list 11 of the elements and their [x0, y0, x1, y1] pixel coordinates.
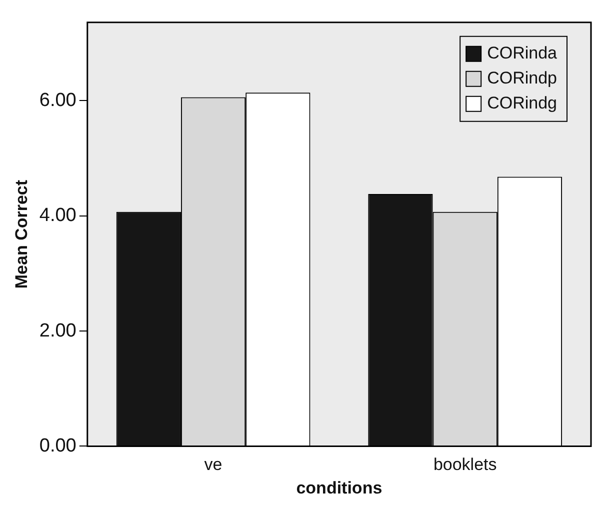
x-axis-title: conditions: [296, 478, 382, 498]
x-tick-label: ve: [204, 455, 222, 474]
legend-label: CORindg: [487, 94, 558, 113]
legend-label: CORinda: [487, 44, 558, 63]
y-tick-label: 6.00: [39, 90, 76, 111]
y-axis-title: Mean Correct: [12, 180, 31, 289]
y-tick-label: 2.00: [39, 320, 76, 342]
x-tick-label: booklets: [433, 455, 497, 474]
y-tick-label: 4.00: [39, 205, 76, 226]
y-tick-label: 0.00: [39, 435, 76, 456]
legend-label: CORindp: [487, 68, 558, 88]
